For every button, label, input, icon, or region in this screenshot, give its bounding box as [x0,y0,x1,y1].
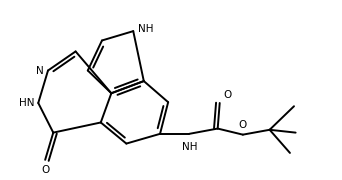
Text: NH: NH [182,142,197,152]
Text: N: N [36,66,44,76]
Text: O: O [41,165,49,175]
Text: O: O [223,90,231,100]
Text: O: O [239,120,247,130]
Text: HN: HN [19,98,34,108]
Text: NH: NH [138,24,154,34]
